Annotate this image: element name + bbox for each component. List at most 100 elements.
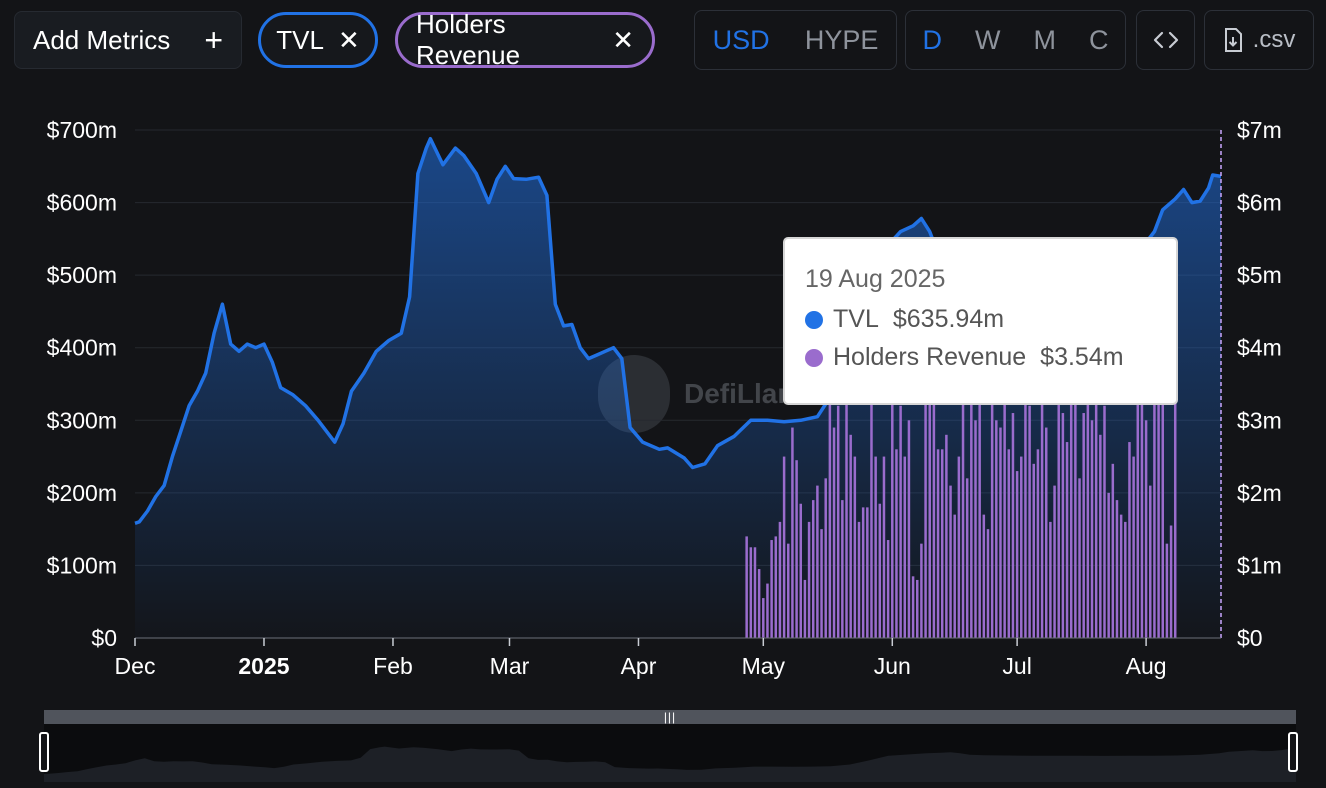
holders-revenue-bar [795,460,798,638]
holders-revenue-bar [753,547,757,638]
y-right-tick-label: $7m [1237,117,1282,143]
holders-revenue-bar [916,579,919,638]
holders-revenue-bar [928,333,931,638]
holders-revenue-bar [749,547,753,638]
tooltip-value: $635.94m [892,305,1005,333]
holders-revenue-bar [1040,369,1044,638]
holders-revenue-bar [778,521,782,638]
holders-revenue-bar [874,456,877,638]
holders-revenue-bar [1169,525,1173,638]
holders-revenue-bar [911,576,915,638]
y-right-tick-label: $2m [1237,480,1282,506]
holders-revenue-bar [1119,514,1123,638]
holders-revenue-bar [828,376,832,638]
x-tick-label: Aug [1126,653,1167,679]
tooltip-row-tvl: TVL $635.94m [805,305,1156,334]
granularity-toggle: D W M C [905,10,1126,70]
holders-revenue-bar [745,536,748,638]
holders-revenue-bar [999,427,1002,638]
holders-revenue-bar [853,456,857,638]
file-download-icon [1224,28,1242,52]
holders-revenue-bar [940,449,944,638]
holders-revenue-bar [770,540,773,638]
holders-revenue-bar [1003,384,1006,638]
y-right-tick-label: $6m [1237,190,1282,216]
holders-revenue-bar [1078,478,1081,638]
tvl-dot-icon [805,310,823,329]
denomination-usd[interactable]: USD [712,24,770,55]
holders-revenue-bar [1011,413,1015,638]
holders-revenue-bar [899,405,902,638]
metric-pill-tvl[interactable]: TVL ✕ [258,12,378,68]
holders-revenue-bar [832,427,836,638]
holders-revenue-bar [949,485,952,638]
holders-revenue-bar [1103,405,1106,638]
add-metrics-button[interactable]: Add Metrics + [14,11,242,69]
holders-revenue-bar [1032,463,1036,638]
range-brush[interactable]: ||| [39,710,1298,782]
y-left-tick-label: $0 [91,625,117,651]
holders-revenue-bar [845,398,848,638]
tooltip-date: 19 Aug 2025 [805,265,946,293]
holders-revenue-bar [932,398,936,638]
holders-revenue-bar [961,354,965,638]
holders-revenue-bar [816,485,819,638]
y-left-tick-label: $400m [47,335,117,361]
holders-revenue-bar [1036,449,1040,638]
y-right-tick-label: $4m [1237,335,1282,361]
holders-revenue-bar [1132,456,1135,638]
granularity-daily[interactable]: D [922,24,943,55]
holders-revenue-bar [1028,405,1031,638]
embed-button[interactable] [1136,10,1195,70]
x-tick-label: Dec [115,653,156,679]
holders-revenue-bar [1140,318,1144,638]
holders-revenue-bar [791,427,794,638]
x-tick-label: Apr [621,653,657,679]
brush-handle-right[interactable] [1288,732,1298,772]
y-right-tick-label: $3m [1237,407,1282,433]
brush-drag-bar[interactable]: ||| [44,710,1296,724]
holders-revenue-bar [836,405,840,638]
holders-revenue-bar [1149,485,1152,638]
holders-revenue-bar [974,420,977,638]
denomination-toggle: USD HYPE [694,10,897,70]
tooltip-value: $3.54m [1040,343,1124,371]
brush-handle-left[interactable] [39,732,49,772]
holders-revenue-bar [1090,420,1094,638]
holders-revenue-bar [849,434,852,638]
holders-revenue-bar [1099,434,1102,638]
holders-revenue-bar [970,340,973,638]
holders-revenue-bar [782,456,786,638]
holders-revenue-bar [1165,543,1169,638]
y-left-tick-label: $600m [47,190,117,216]
holders-revenue-bar [1024,362,1027,638]
holders-revenue-bar [1049,521,1052,638]
holders-revenue-bar [811,500,815,638]
holders-revenue-bar [1015,471,1019,638]
close-icon[interactable]: ✕ [337,25,360,55]
holders-revenue-bar [945,434,948,638]
holders-revenue-bar [1144,420,1148,638]
close-icon[interactable]: ✕ [612,25,634,55]
x-tick-label: Feb [373,653,413,679]
y-left-tick-label: $200m [47,480,117,506]
granularity-weekly[interactable]: W [975,24,1001,55]
holders-revenue-bar [1053,485,1056,638]
y-left-tick-label: $100m [47,552,117,578]
holders-revenue-bar [774,536,778,638]
holders-revenue-bar [857,521,861,638]
holders-revenue-bar [870,398,873,638]
x-tick-label: May [742,653,786,679]
toolbar: Add Metrics + TVL ✕ Holders Revenue ✕ US… [0,0,1326,80]
granularity-cumulative[interactable]: C [1088,24,1109,55]
holders-revenue-bar [965,478,969,638]
holders-revenue-bar [886,540,890,638]
download-csv-button[interactable]: .csv [1204,10,1314,70]
holders-revenue-bar [820,529,823,638]
denomination-hype[interactable]: HYPE [804,24,879,55]
holders-revenue-bar [1020,456,1023,638]
y-right-tick-label: $1m [1237,552,1282,578]
tooltip-row-holders-revenue: Holders Revenue $3.54m [805,343,1156,372]
granularity-monthly[interactable]: M [1033,24,1056,55]
metric-pill-holders-revenue[interactable]: Holders Revenue ✕ [395,9,655,70]
